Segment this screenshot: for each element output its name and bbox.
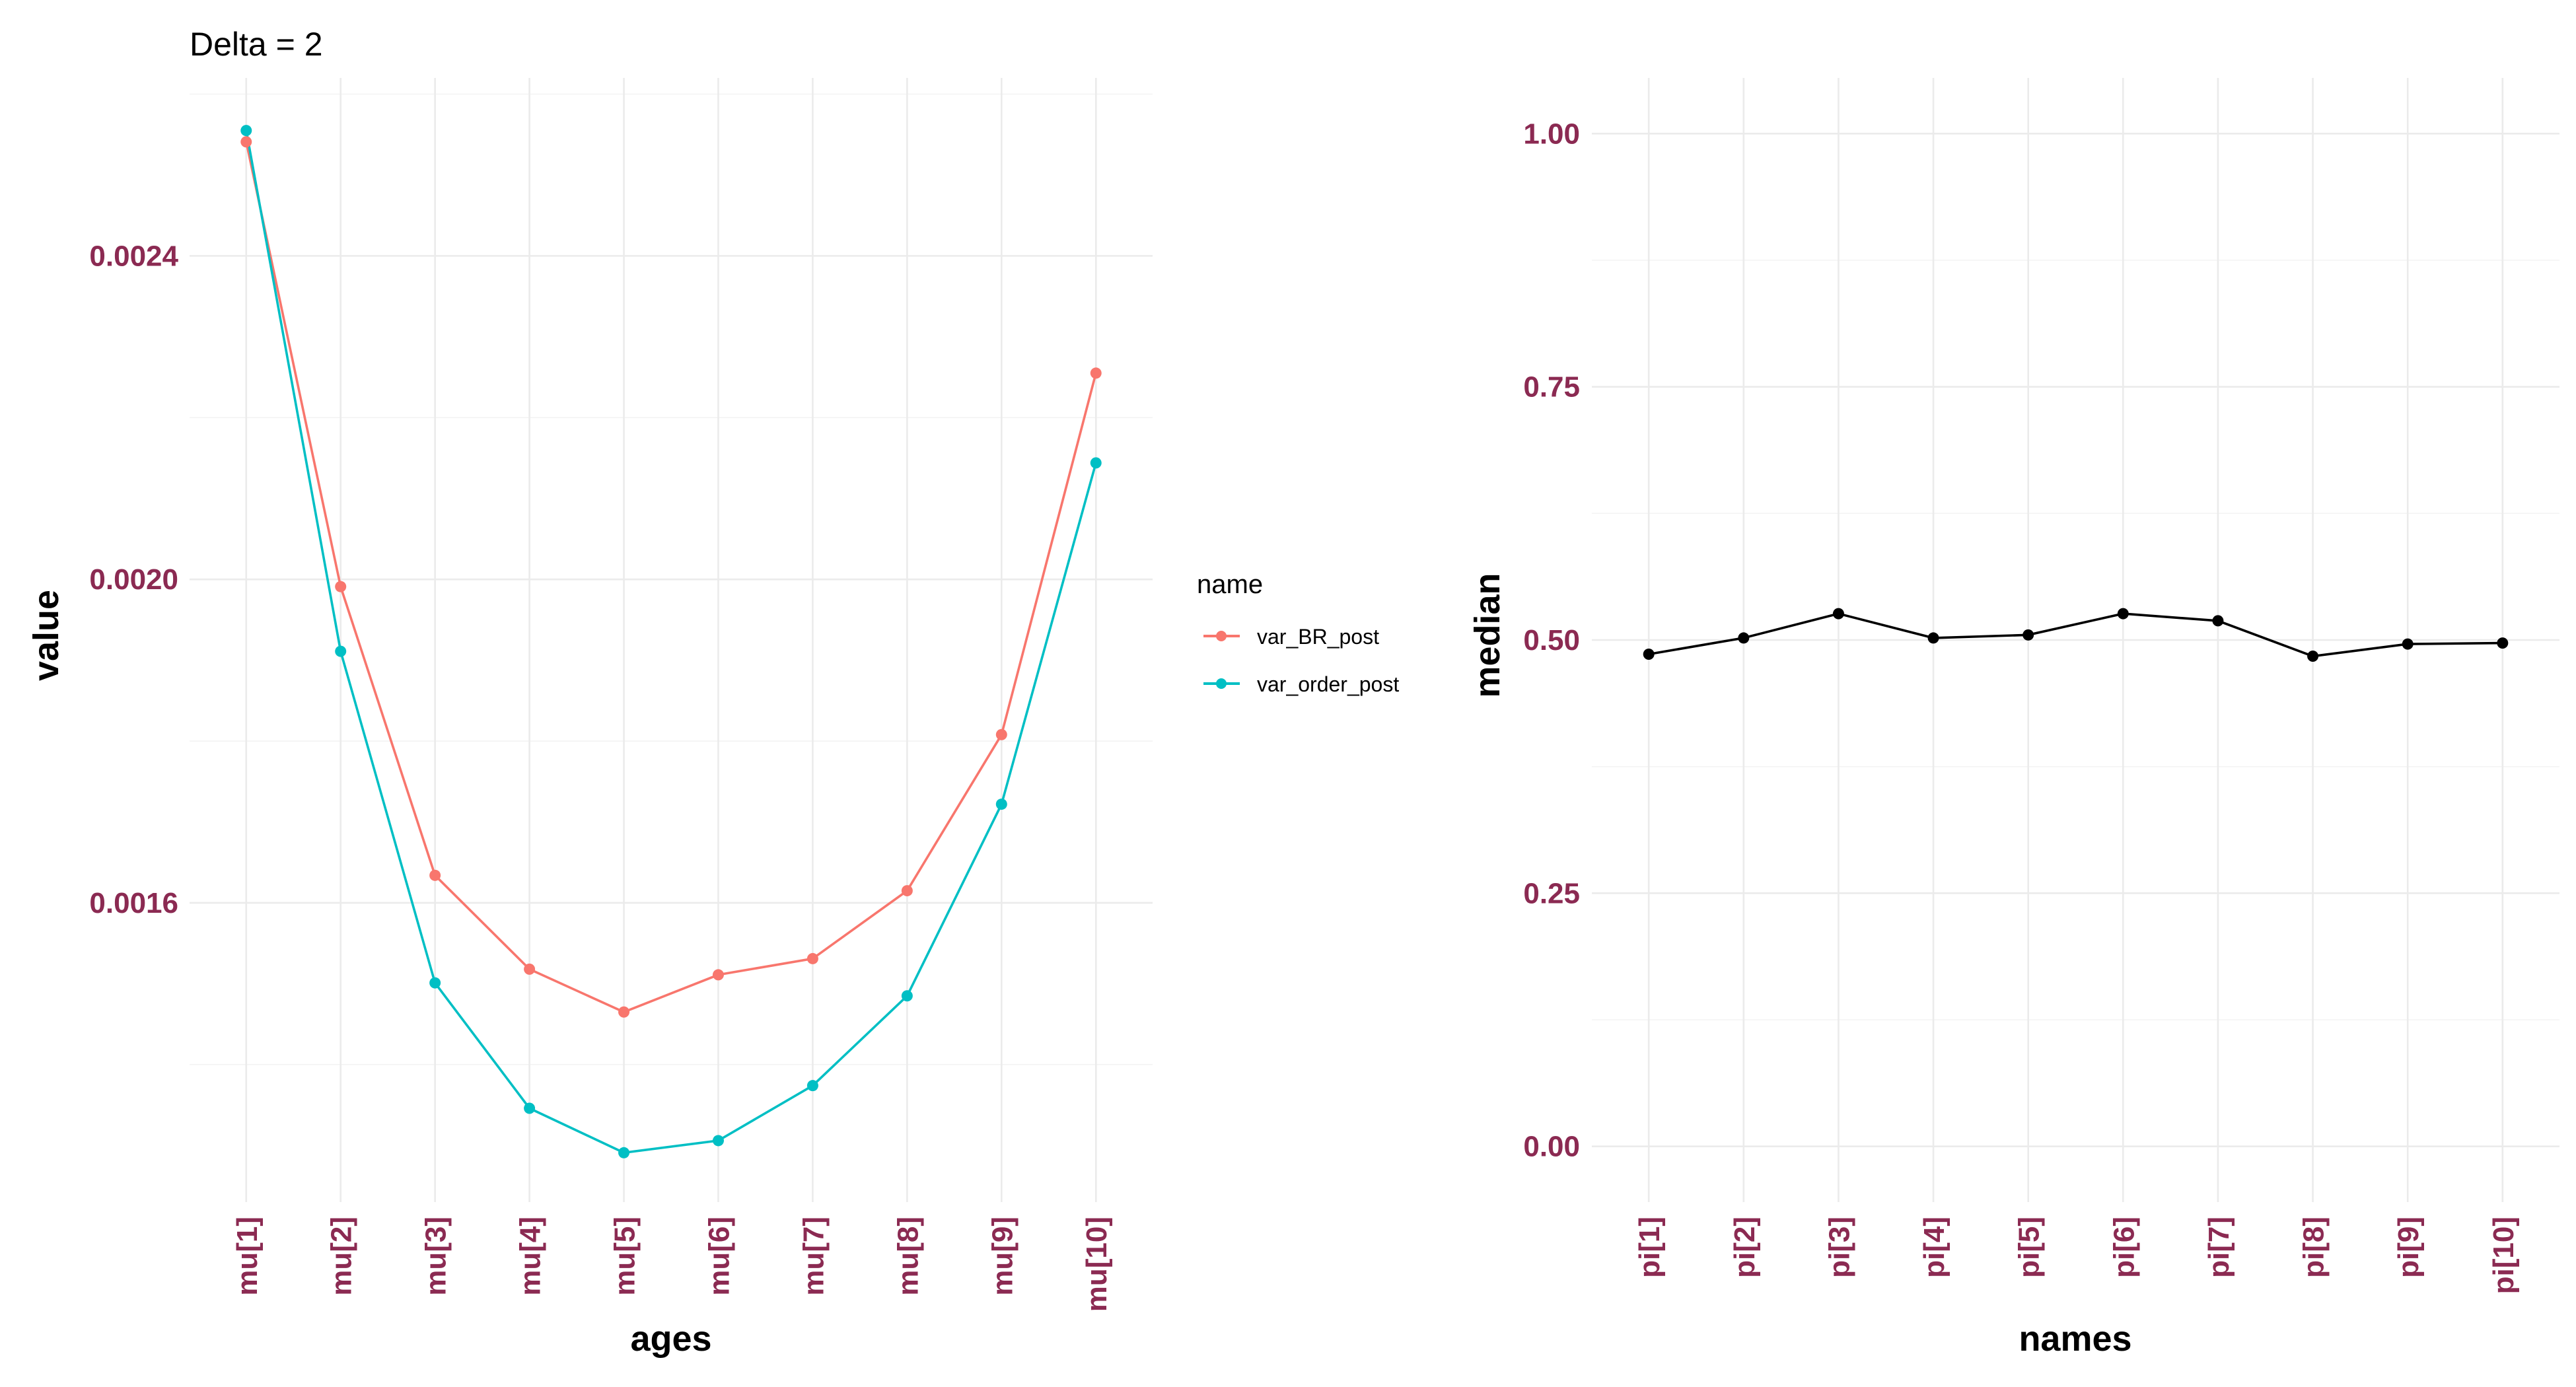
right-y-tick-label: 0.00	[1523, 1131, 1580, 1163]
right-y-tick-label: 0.50	[1523, 624, 1580, 657]
left-line-var-order-post	[245, 130, 1097, 1155]
left-x-tick-label: mu[6]	[703, 1217, 735, 1296]
legend-key-point-var-br-post	[1216, 631, 1227, 641]
right-point-series	[2402, 638, 2414, 650]
left-point-var-order-post	[335, 645, 347, 657]
legend-key-point-var-order-post	[1216, 678, 1227, 689]
legend: name var_BR_post var_order_post	[1197, 570, 1399, 696]
legend-label-var-br-post: var_BR_post	[1257, 625, 1379, 649]
right-y-tick-label: 1.00	[1523, 118, 1580, 150]
left-x-tick-labels: mu[1] mu[2] mu[3] mu[4] mu[5] mu[6] mu[7] mu[8]…	[231, 1217, 1113, 1312]
left-series-points	[240, 125, 1102, 1158]
left-series-lines	[245, 130, 1097, 1155]
right-x-tick-labels: pi[1] pi[2] pi[3] pi[4] pi[5] pi[6] pi[7] pi[8]…	[1633, 1217, 2520, 1294]
left-point-var-order-post	[524, 1102, 536, 1114]
right-series-points	[1643, 608, 2509, 662]
right-x-tick-label: pi[8]	[2298, 1217, 2330, 1278]
right-x-tick-label: pi[5]	[2013, 1217, 2046, 1278]
left-point-var-BR-post	[335, 581, 347, 592]
left-x-tick-label: mu[4]	[515, 1217, 547, 1296]
left-x-tick-label: mu[1]	[231, 1217, 264, 1296]
left-point-var-BR-post	[618, 1006, 630, 1018]
left-x-tick-label: mu[9]	[986, 1217, 1019, 1296]
left-x-tick-label: mu[7]	[797, 1217, 830, 1296]
left-x-tick-label: mu[10]	[1081, 1217, 1113, 1312]
left-point-var-BR-post	[524, 963, 536, 975]
left-point-var-order-post	[240, 125, 252, 137]
right-y-tick-label: 0.75	[1523, 371, 1580, 404]
right-point-series	[1832, 608, 1844, 620]
left-point-var-BR-post	[1090, 367, 1102, 379]
right-point-series	[2022, 629, 2034, 641]
left-x-tick-label: mu[2]	[326, 1217, 358, 1296]
right-point-series	[2117, 608, 2129, 620]
right-y-tick-label: 0.25	[1523, 877, 1580, 909]
left-line-var-BR-post	[245, 141, 1097, 1014]
right-x-tick-label: pi[9]	[2392, 1217, 2425, 1278]
left-point-var-order-post	[712, 1135, 724, 1147]
right-point-series	[1643, 648, 1655, 660]
left-point-var-BR-post	[995, 729, 1007, 740]
right-point-series	[2307, 651, 2319, 662]
legend-label-var-order-post: var_order_post	[1257, 672, 1399, 696]
left-y-axis-title: value	[26, 590, 66, 681]
right-point-series	[1927, 632, 1939, 644]
right-gridlines	[1592, 78, 2559, 1202]
left-point-var-order-post	[901, 990, 913, 1002]
right-y-tick-labels: 0.00 0.25 0.50 0.75 1.00	[1523, 118, 1580, 1162]
left-point-var-order-post	[429, 977, 441, 989]
left-x-tick-label: mu[5]	[609, 1217, 641, 1296]
right-x-tick-label: pi[4]	[1918, 1217, 1950, 1278]
legend-item-var-br-post: var_BR_post	[1203, 625, 1379, 649]
left-point-var-order-post	[1090, 457, 1102, 469]
left-point-var-BR-post	[806, 952, 818, 964]
left-point-var-order-post	[618, 1147, 630, 1158]
right-x-tick-label: pi[1]	[1633, 1217, 1666, 1278]
left-point-var-order-post	[806, 1080, 818, 1092]
right-point-series	[2497, 637, 2509, 649]
right-line-series	[1648, 612, 2503, 658]
left-point-var-order-post	[995, 799, 1007, 810]
legend-item-var-order-post: var_order_post	[1203, 672, 1399, 696]
left-y-tick-labels: 0.0016 0.0020 0.0024	[89, 240, 178, 919]
left-point-var-BR-post	[712, 969, 724, 981]
right-y-axis-title: median	[1468, 573, 1507, 697]
left-y-tick-label: 0.0024	[89, 240, 178, 272]
right-x-axis-title: names	[2019, 1319, 2131, 1359]
right-point-series	[2212, 615, 2224, 627]
right-series-lines	[1648, 612, 2503, 658]
right-x-tick-label: pi[3]	[1823, 1217, 1855, 1278]
left-x-tick-label: mu[3]	[420, 1217, 452, 1296]
right-x-tick-label: pi[2]	[1729, 1217, 1761, 1278]
right-x-tick-label: pi[10]	[2487, 1217, 2520, 1294]
right-x-tick-label: pi[6]	[2108, 1217, 2140, 1278]
left-x-tick-label: mu[8]	[892, 1217, 924, 1296]
left-y-tick-label: 0.0020	[89, 563, 178, 596]
left-point-var-BR-post	[240, 136, 252, 148]
legend-title: name	[1197, 570, 1263, 599]
left-point-var-BR-post	[429, 869, 441, 881]
left-plot-title: Delta = 2	[190, 26, 323, 63]
left-gridlines	[190, 78, 1153, 1202]
right-x-tick-label: pi[7]	[2203, 1217, 2235, 1278]
right-panel: 0.00 0.25 0.50 0.75 1.00 pi[1] pi[2] pi[3] pi[4…	[1468, 78, 2559, 1359]
right-point-series	[1738, 632, 1750, 644]
left-point-var-BR-post	[901, 885, 913, 897]
left-x-axis-title: ages	[630, 1319, 711, 1359]
left-y-tick-label: 0.0016	[89, 887, 178, 919]
